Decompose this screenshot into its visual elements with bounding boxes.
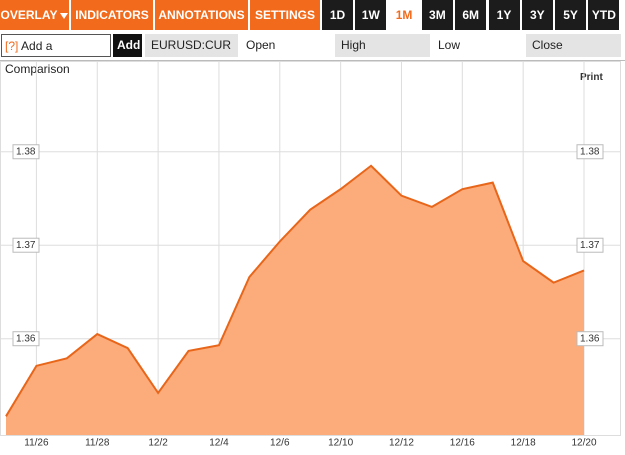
y-tick-box	[576, 237, 604, 253]
separator	[0, 60, 625, 61]
y-tick-label: 1.37	[16, 240, 36, 251]
help: [?]	[5, 39, 19, 53]
range-button[interactable]: 3Y	[521, 0, 553, 30]
area-fill	[6, 165, 584, 435]
symbol: EURUSD:CUR	[145, 34, 238, 57]
x-tick-label: 12/12	[389, 438, 414, 449]
print-link[interactable]: Print	[580, 72, 603, 83]
field: Close	[526, 34, 621, 57]
y-tick-label: 1.36	[580, 333, 600, 344]
range-button[interactable]: 5Y	[555, 0, 587, 30]
y-tick-label: 1.36	[16, 333, 36, 344]
y-tick-label: 1.38	[16, 146, 36, 157]
field: Open	[240, 34, 332, 57]
chart: 11/26 11/28 12/2 12/4 12/6 12/10 12/12 12/16 12/…	[0, 61, 621, 449]
y-tick-box	[12, 331, 40, 347]
x-tick-label: 11/26	[24, 438, 49, 449]
x-tick-label: 12/6	[270, 438, 290, 449]
x-tick-label: 12/10	[328, 438, 353, 449]
plot-frame	[0, 61, 621, 436]
y-tick-box	[576, 144, 604, 160]
y-tick-box	[576, 331, 604, 347]
field: High	[335, 34, 430, 57]
x-tick-label: 12/20	[571, 438, 596, 449]
y-tick-label: 1.37	[580, 240, 600, 251]
range-button[interactable]: 1W	[355, 0, 387, 30]
menu-button[interactable]: SETTINGS	[250, 0, 320, 30]
x-tick-label: 12/18	[511, 438, 536, 449]
menu-button[interactable]: OVERLAY	[0, 0, 69, 30]
y-tick-label: 1.38	[580, 146, 600, 157]
x-tick-label: 11/28	[85, 438, 110, 449]
range-button[interactable]: 3M	[421, 0, 453, 30]
range-button[interactable]: 1Y	[488, 0, 520, 30]
field: Low	[432, 34, 524, 57]
menu-button[interactable]: ANNOTATIONS	[155, 0, 248, 30]
x-tick-label: 12/16	[450, 438, 475, 449]
range-button[interactable]: 1M	[388, 0, 420, 30]
y-tick-box	[12, 237, 40, 253]
x-tick-label: 12/2	[148, 438, 168, 449]
add-button[interactable]: Add	[113, 34, 142, 57]
x-tick-label: 12/4	[209, 438, 229, 449]
range-button[interactable]: YTD	[588, 0, 620, 30]
comparison-input[interactable]: [?] Add a Comparison	[1, 34, 111, 76]
range-button[interactable]: 1D	[322, 0, 353, 30]
placeholder: Add a Comparison	[5, 39, 70, 76]
line	[5, 164, 585, 417]
y-tick-box	[12, 144, 40, 160]
menu-button[interactable]: INDICATORS	[71, 0, 153, 30]
range-button[interactable]: 6M	[455, 0, 487, 30]
